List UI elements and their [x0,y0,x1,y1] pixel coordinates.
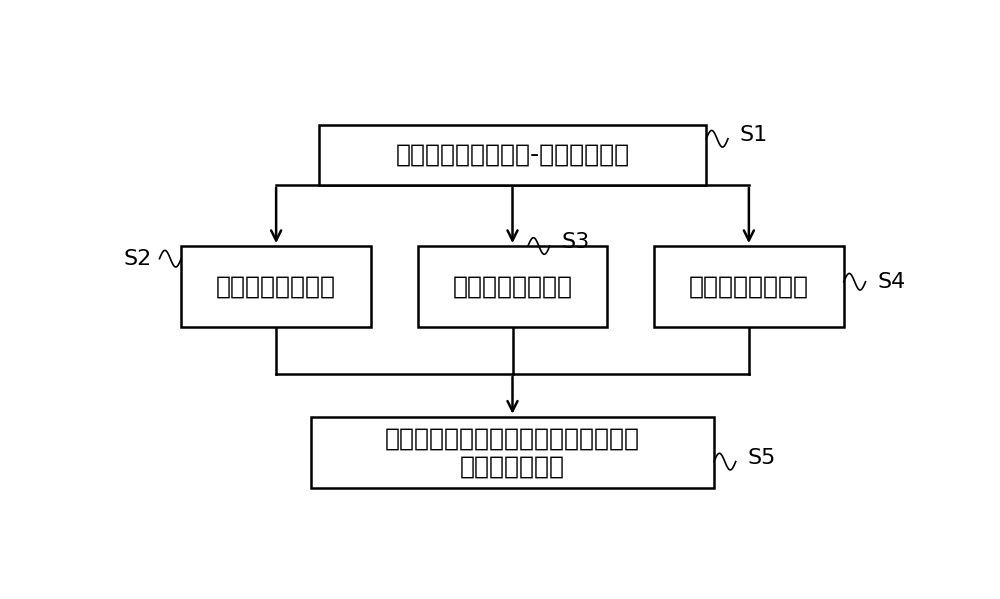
Text: S3: S3 [561,232,590,252]
Bar [654,246,844,326]
Text: 构建慢病患者的时间-体征数据集合: 构建慢病患者的时间-体征数据集合 [395,143,630,167]
Bar [181,246,371,326]
Bar [319,125,706,185]
Text: 用三个评价模型对被监测患者的健康状
态进行综合评价: 用三个评价模型对被监测患者的健康状 态进行综合评价 [385,426,640,478]
Text: S2: S2 [123,249,152,269]
Text: S4: S4 [877,272,905,292]
Text: S5: S5 [747,448,776,468]
Bar [311,417,714,488]
Text: 构建个体评价模型: 构建个体评价模型 [216,274,336,298]
Bar [418,246,607,326]
Text: 构建群体评价模型: 构建群体评价模型 [452,274,572,298]
Text: S1: S1 [740,125,768,145]
Text: 构建经典评价模型: 构建经典评价模型 [689,274,809,298]
